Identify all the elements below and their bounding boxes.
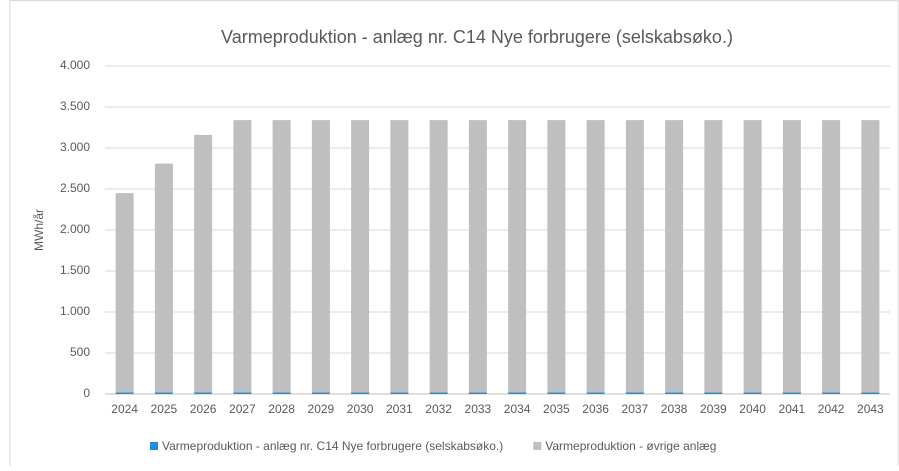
x-tick-label: 2025	[151, 402, 178, 416]
y-tick-label: 3.000	[60, 140, 90, 154]
bar-segment	[233, 120, 252, 393]
y-tick-label: 2.500	[60, 181, 90, 195]
bar-segment	[704, 120, 723, 393]
bar-segment	[154, 392, 173, 394]
bar-segment	[311, 120, 330, 393]
bar-segment	[861, 392, 880, 394]
bar-segment	[547, 120, 566, 393]
bar-segment	[625, 120, 644, 393]
bar-segment	[429, 120, 448, 393]
bar-segment	[194, 134, 213, 393]
bar-segment	[586, 120, 605, 393]
x-tick-label: 2042	[818, 402, 845, 416]
bar-segment	[665, 392, 684, 394]
bar-segment	[351, 120, 370, 393]
bar-segment	[822, 392, 841, 394]
bar-segment	[115, 193, 134, 393]
bar-segment	[822, 120, 841, 393]
x-tick-label: 2038	[661, 402, 688, 416]
legend-label: Varmeproduktion - øvrige anlæg	[545, 439, 716, 453]
bar-segment	[154, 163, 173, 393]
legend-swatch	[533, 442, 542, 450]
bar-segment	[390, 392, 409, 394]
bar-segment	[468, 120, 487, 393]
bar-segment	[272, 392, 291, 394]
bar-segment	[351, 392, 370, 394]
bar-segment	[547, 392, 566, 394]
bar-segment	[508, 120, 527, 393]
x-tick-label: 2032	[425, 402, 452, 416]
bar-segment	[782, 392, 801, 394]
x-tick-label: 2027	[229, 402, 256, 416]
y-tick-label: 1.000	[60, 304, 90, 318]
x-tick-label: 2030	[347, 402, 374, 416]
bar-segment	[468, 392, 487, 394]
bar-segment	[665, 120, 684, 393]
x-tick-label: 2040	[739, 402, 766, 416]
bar-segment	[272, 120, 291, 393]
x-tick-label: 2037	[622, 402, 649, 416]
y-tick-label: 4.000	[60, 58, 90, 72]
y-tick-label: 0	[83, 386, 90, 400]
y-tick-label: 500	[70, 345, 90, 359]
bar-segment	[743, 392, 762, 394]
x-tick-label: 2041	[779, 402, 806, 416]
x-tick-label: 2029	[308, 402, 335, 416]
chart-frame	[9, 0, 899, 471]
x-tick-label: 2031	[386, 402, 413, 416]
legend-swatch	[150, 442, 158, 450]
x-tick-label: 2036	[582, 402, 609, 416]
y-axis-label: MWh/år	[32, 209, 46, 251]
chart-title: Varmeproduktion - anlæg nr. C14 Nye forb…	[221, 27, 733, 47]
bar-segment	[704, 392, 723, 394]
legend-label: Varmeproduktion - anlæg nr. C14 Nye forb…	[162, 439, 503, 453]
bar-segment	[508, 392, 527, 394]
y-tick-label: 3.500	[60, 99, 90, 113]
bar-segment	[743, 120, 762, 393]
bar-segment	[782, 120, 801, 393]
x-tick-label: 2024	[111, 402, 138, 416]
bar-segment	[429, 392, 448, 394]
bar-segment	[625, 392, 644, 394]
bar-segment	[390, 120, 409, 393]
x-tick-label: 2033	[465, 402, 492, 416]
bar-segment	[861, 120, 880, 393]
x-tick-label: 2043	[857, 402, 884, 416]
x-tick-label: 2035	[543, 402, 570, 416]
x-tick-label: 2039	[700, 402, 727, 416]
x-tick-label: 2034	[504, 402, 531, 416]
bar-segment	[194, 392, 213, 394]
bar-segment	[115, 392, 134, 394]
x-tick-label: 2028	[268, 402, 295, 416]
x-tick-label: 2026	[190, 402, 217, 416]
bar-segment	[586, 392, 605, 394]
y-tick-label: 2.000	[60, 222, 90, 236]
y-tick-label: 1.500	[60, 263, 90, 277]
bar-segment	[311, 392, 330, 394]
bar-segment	[233, 392, 252, 394]
